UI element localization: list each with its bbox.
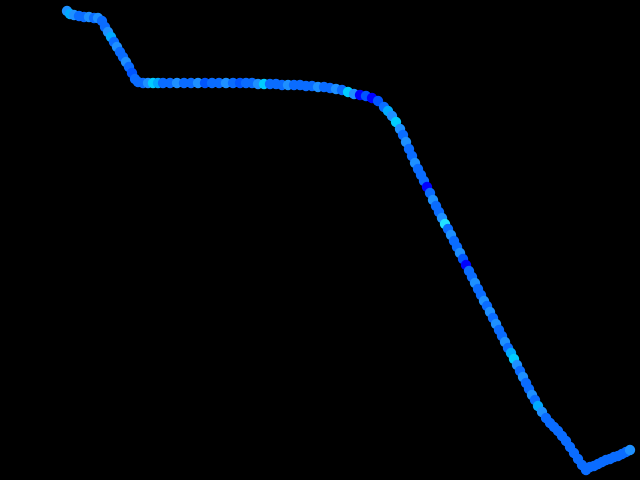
trail (61, 5, 636, 476)
trail-dot (624, 444, 636, 456)
